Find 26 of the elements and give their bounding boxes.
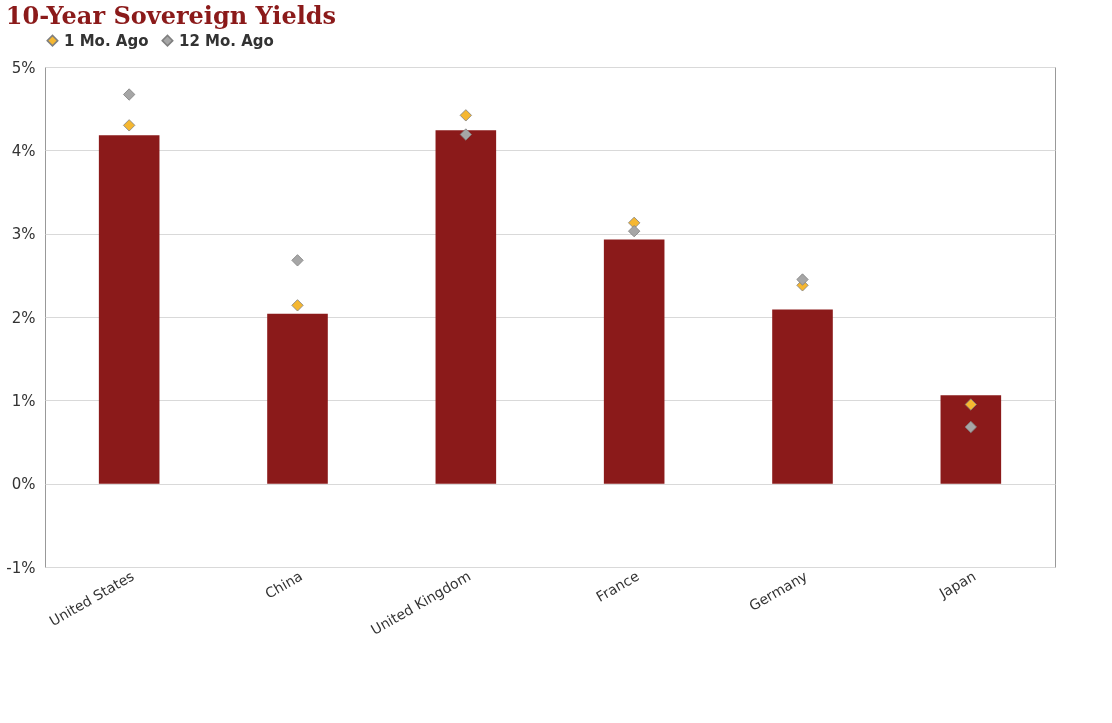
point bbox=[964, 398, 977, 411]
point bbox=[796, 273, 809, 286]
y-tick-label: 2% bbox=[11, 308, 36, 327]
bar bbox=[267, 313, 328, 484]
y-tick-label: 4% bbox=[11, 141, 36, 160]
point bbox=[291, 254, 304, 267]
point bbox=[123, 119, 136, 132]
y-tick-label: -1% bbox=[6, 558, 36, 577]
point bbox=[459, 109, 472, 122]
point bbox=[459, 128, 472, 141]
legend-label: 1 Mo. Ago bbox=[64, 31, 149, 50]
y-tick-label: 1% bbox=[11, 391, 36, 410]
point bbox=[628, 225, 641, 238]
bar bbox=[435, 130, 497, 484]
bar bbox=[772, 309, 833, 484]
chart-title: 10-Year Sovereign Yields bbox=[5, 1, 337, 30]
point bbox=[291, 299, 304, 312]
y-tick-label: 0% bbox=[11, 475, 36, 494]
y-tick-label: 5% bbox=[11, 58, 36, 77]
y-tick-label: 3% bbox=[11, 225, 36, 244]
point bbox=[964, 420, 977, 434]
bar bbox=[940, 395, 1002, 484]
point bbox=[123, 88, 136, 101]
bar bbox=[98, 135, 160, 484]
legend-label: 12 Mo. Ago bbox=[179, 31, 274, 50]
bar bbox=[603, 239, 665, 484]
